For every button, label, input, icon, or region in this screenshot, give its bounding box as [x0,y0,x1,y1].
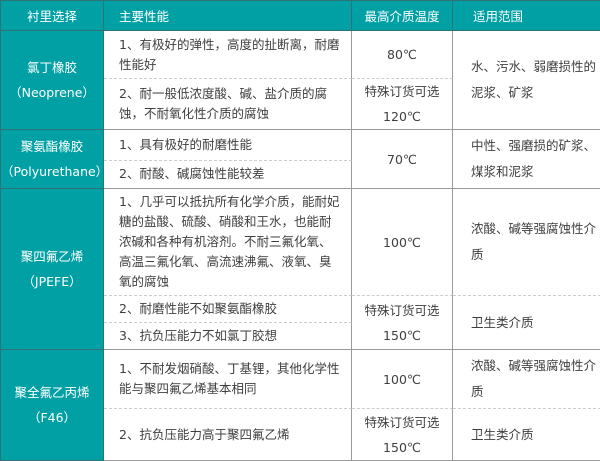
material-name-cell-polyurethane: 聚氨酯橡胶 （Polyurethane） [1,130,104,189]
table-row: 3、抗负压能力不如氯丁胶想 [1,323,600,350]
temperature-cell: 特殊订货可选 120℃ [352,79,453,130]
material-name-en: （F46） [27,410,77,425]
performance-cell: 2、耐一般低浓度酸、碱、盐介质的腐蚀，不耐氧化性介质的腐蚀 [104,79,352,130]
temperature-cell: 特殊订货可选 150℃ [352,296,453,350]
material-name: 聚全氟乙丙烯 [14,385,90,400]
performance-cell: 1、不耐发烟硝酸、丁基锂，其他化学性能与聚四氟乙烯基本相同 [104,350,352,409]
header-performance: 主要性能 [104,1,352,31]
material-name-en: （Neoprene） [9,85,95,100]
performance-cell: 1、有极好的弹性，高度的扯断离，耐磨性能好 [104,31,352,79]
performance-cell: 3、抗负压能力不如氯丁胶想 [104,323,352,350]
table-row: 聚全氟乙丙烯 （F46） 1、不耐发烟硝酸、丁基锂，其他化学性能与聚四氟乙烯基本… [1,350,600,461]
temperature-cell: 100℃ [352,189,453,296]
table-row: 聚四氟乙烯 （JPEFE） 1、几乎可以抵抗所有化学介质，能耐妃糖的盐酸、硫酸、… [1,189,600,350]
material-name-cell-f46: 聚全氟乙丙烯 （F46） [1,350,104,461]
temperature-cell: 100℃ [352,350,453,409]
performance-cell: 2、耐磨性能不如聚氨酯橡胶 [104,296,352,323]
application-cell: 浓酸、碱等强腐蚀性介质 [453,189,600,296]
material-name-en: （JPEFE） [22,274,82,289]
material-name-cell-neoprene: 氯丁橡胶 （Neoprene） [1,31,104,130]
application-cell: 中性、强磨损的矿浆、煤浆和泥浆 [453,130,600,189]
application-cell: 卫生类介质 [453,296,600,350]
material-name: 聚四氟乙烯 [20,249,84,264]
table-row: 2、耐磨性能不如聚氨酯橡胶 特殊订货可选 150℃ 卫生类介质 [1,296,600,350]
table-row: 2、耐酸、碱腐蚀性能较差 [1,160,600,189]
temperature-cell: 80℃ [352,31,453,79]
table-row: 氯丁橡胶 （Neoprene） 1、有极好的弹性，高度的扯断离，耐磨性能好 80… [1,31,600,130]
performance-cell: 2、耐酸、碱腐蚀性能较差 [104,160,352,189]
material-name: 聚氨酯橡胶 [20,139,84,154]
performance-cell: 1、具有极好的耐磨性能 [104,130,352,161]
header-lining: 衬里选择 [1,1,104,31]
header-row: 衬里选择 主要性能 最高介质温度 适用范围 [1,1,600,31]
performance-cell: 2、抗负压能力高于聚四氟乙烯 [104,409,352,461]
application-cell: 浓酸、碱等强腐蚀性介质 [453,350,600,409]
header-max-temp: 最高介质温度 [352,1,453,31]
header-application: 适用范围 [453,1,600,31]
table-row: 2、耐一般低浓度酸、碱、盐介质的腐蚀，不耐氧化性介质的腐蚀 特殊订货可选 120… [1,79,600,130]
table-row: 聚氨酯橡胶 （Polyurethane） 1、具有极好的耐磨性能 70℃ 中性、… [1,130,600,189]
material-name: 氯丁橡胶 [26,60,77,75]
material-name-cell-jpefe: 聚四氟乙烯 （JPEFE） [1,189,104,350]
material-name-en: （Polyurethane） [1,164,104,179]
temperature-cell: 70℃ [352,130,453,189]
performance-cell: 1、几乎可以抵抗所有化学介质，能耐妃糖的盐酸、硫酸、硝酸和王水，也能耐浓碱和各种… [104,189,352,296]
temperature-cell: 特殊订货可选 150℃ [352,409,453,461]
application-cell: 水、污水、弱磨损性的泥浆、矿浆 [453,31,600,130]
application-cell: 卫生类介质 [453,409,600,461]
